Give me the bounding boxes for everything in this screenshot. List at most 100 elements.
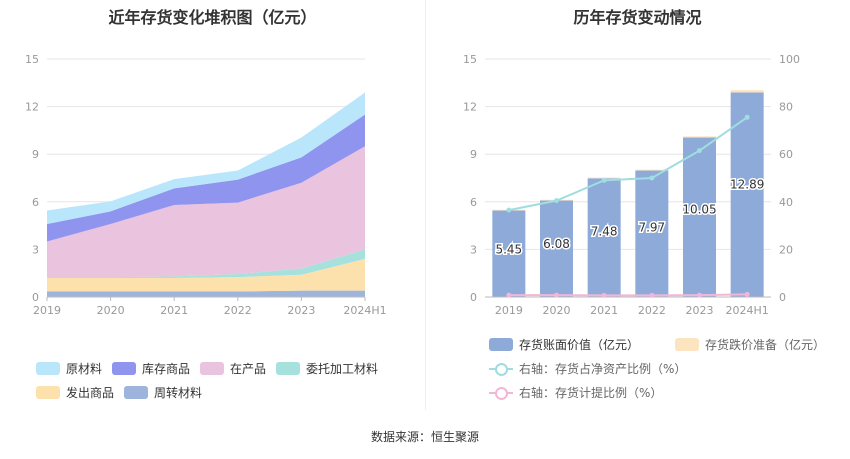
- bar-reserve: [635, 169, 669, 171]
- legend-circle-marker: [495, 362, 508, 376]
- x-tick-label: 2024H1: [343, 304, 386, 317]
- area-series-2: [47, 249, 365, 278]
- legend-label: 存货账面价值（亿元）: [519, 338, 640, 352]
- y2-tick-label: 20: [779, 243, 793, 256]
- y-tick-label: 15: [463, 53, 477, 66]
- legend-label: 委托加工材料: [306, 362, 379, 376]
- legend-line-marker: [489, 362, 513, 376]
- x-tick-label: 2023: [287, 304, 315, 317]
- y-tick-label: 0: [32, 291, 39, 304]
- x-tick-label: 2019: [33, 304, 61, 317]
- line-point: [744, 291, 750, 297]
- right-chart-title: 历年存货变动情况: [573, 8, 702, 27]
- bar-inventory-value: [540, 200, 573, 297]
- line-point: [649, 175, 655, 181]
- line-point: [744, 114, 750, 120]
- legend-circle-marker: [495, 386, 508, 400]
- right-chart-panel: 历年存货变动情况 0 3 6 9 12 15 0 20 40 60 80 100 2019 2020 202…: [425, 0, 850, 420]
- legend-item[interactable]: 库存商品: [112, 360, 190, 377]
- bar-data-label: 7.48: [591, 225, 618, 239]
- y-tick-label: 12: [25, 101, 39, 114]
- legend-swatch: [489, 338, 513, 351]
- bar-inventory-value: [587, 178, 621, 297]
- y-tick-label: 15: [25, 53, 39, 66]
- legend-item[interactable]: 右轴：存货占净资产比例（%）: [489, 360, 686, 377]
- legend-label: 在产品: [230, 362, 267, 376]
- legend-item[interactable]: 周转材料: [124, 384, 202, 401]
- y-tick-label: 3: [32, 243, 39, 256]
- legend-item[interactable]: 发出商品: [36, 384, 114, 401]
- left-chart-title: 近年存货变化堆积图（亿元）: [108, 8, 317, 27]
- legend-swatch: [124, 386, 148, 399]
- area-series-5: [47, 92, 365, 225]
- area-series-3: [47, 146, 365, 278]
- line-point: [506, 292, 512, 298]
- y-tick-label: 3: [470, 243, 477, 256]
- legend-label: 原材料: [66, 362, 103, 376]
- legend-swatch: [276, 362, 300, 375]
- legend-swatch: [675, 338, 699, 351]
- legend-item[interactable]: 原材料: [36, 360, 102, 377]
- legend-item[interactable]: 委托加工材料: [276, 360, 378, 377]
- y2-tick-label: 0: [779, 291, 786, 304]
- legend-swatch: [36, 362, 60, 375]
- y-tick-label: 9: [470, 148, 477, 161]
- legend-label: 库存商品: [142, 362, 191, 376]
- bar-data-label: 5.45: [495, 242, 522, 256]
- legend-swatch: [112, 362, 136, 375]
- bar-line-combo-chart: 0 3 6 9 12 15 0 20 40 60 80 100 2019 2020 2021 2022 2023…: [463, 53, 800, 317]
- area-series-0: [47, 290, 365, 297]
- legend-swatch: [200, 362, 224, 375]
- y-tick-label: 9: [32, 148, 39, 161]
- y-tick-label: 6: [470, 196, 477, 209]
- line-point: [601, 177, 607, 183]
- legend-item[interactable]: 存货账面价值（亿元）: [489, 336, 639, 353]
- y2-tick-label: 80: [779, 101, 793, 114]
- x-tick-label: 2023: [686, 304, 714, 317]
- line-point: [601, 292, 607, 298]
- bar-inventory-value: [492, 210, 526, 297]
- line-point: [697, 148, 702, 154]
- y-tick-label: 12: [463, 101, 477, 114]
- stacked-area-chart: 0 3 6 9 12 15 2019 2020 2021 2022 2023 2024H1: [25, 53, 387, 317]
- y2-tick-label: 40: [779, 196, 793, 209]
- legend-swatch: [36, 386, 60, 399]
- area-series-1: [47, 258, 365, 292]
- x-tick-label: 2022: [638, 304, 666, 317]
- bar-inventory-value: [683, 137, 716, 297]
- x-tick-label: 2019: [495, 304, 523, 317]
- bar-data-label: 7.97: [638, 220, 665, 234]
- panel-divider: [425, 0, 426, 410]
- y-tick-label: 0: [470, 291, 477, 304]
- legend-label: 右轴：存货占净资产比例（%）: [519, 362, 687, 376]
- line-point: [649, 292, 655, 298]
- legend-label: 存货跌价准备（亿元）: [705, 338, 826, 352]
- left-chart-panel: 近年存货变化堆积图（亿元） 0 3 6 9 12 15 2019 2020 2021 2022 20…: [0, 0, 425, 420]
- x-tick-label: 2020: [543, 304, 571, 317]
- legend-item[interactable]: 在产品: [200, 360, 266, 377]
- x-tick-label: 2022: [224, 304, 252, 317]
- legend-label: 右轴：存货计提比例（%）: [519, 386, 663, 400]
- bar-inventory-value: [635, 170, 669, 297]
- legend-item[interactable]: 存货跌价准备（亿元）: [675, 336, 825, 353]
- bar-data-label: 6.08: [543, 237, 570, 251]
- legend-label: 发出商品: [66, 386, 115, 400]
- data-source-note: 数据来源：恒生聚源: [370, 430, 479, 444]
- legend-line-marker: [489, 386, 513, 400]
- x-tick-label: 2021: [160, 304, 188, 317]
- line-point: [697, 292, 702, 298]
- bar-reserve: [730, 90, 764, 93]
- line-series-1: [508, 293, 748, 297]
- x-tick-label: 2020: [97, 304, 125, 317]
- legend-item[interactable]: 右轴：存货计提比例（%）: [489, 384, 662, 401]
- y2-tick-label: 60: [779, 148, 793, 161]
- bar-data-label: 10.05: [682, 202, 716, 216]
- x-tick-label: 2021: [590, 304, 618, 317]
- line-series-0: [508, 116, 748, 212]
- x-tick-label: 2024H1: [726, 304, 769, 317]
- line-point: [554, 292, 559, 298]
- y-tick-label: 6: [32, 196, 39, 209]
- legend-label: 周转材料: [154, 386, 203, 400]
- bar-data-label: 12.89: [730, 178, 764, 192]
- bar-inventory-value: [730, 92, 764, 297]
